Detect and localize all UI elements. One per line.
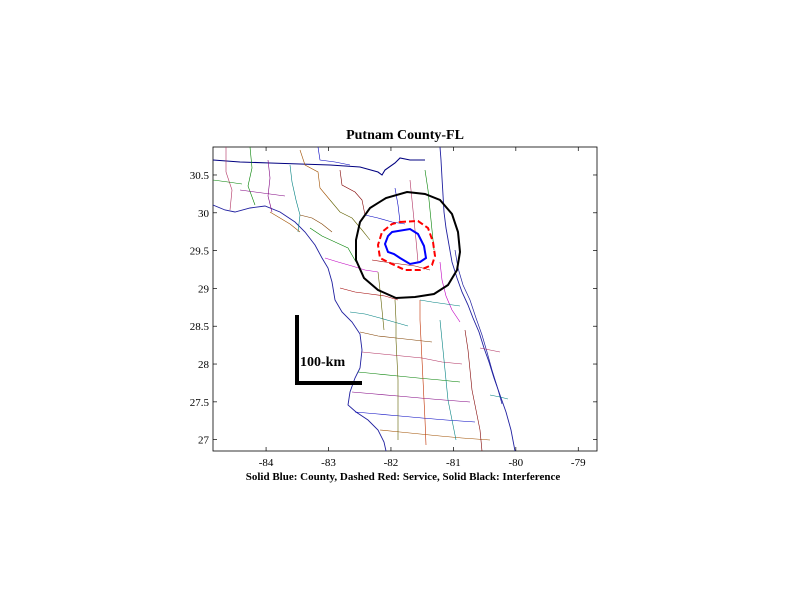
x-tick-label: -83 — [321, 457, 336, 469]
x-tick-label: -80 — [508, 457, 523, 469]
x-axis: -84 -83 -82 -81 -80 -79 — [259, 147, 586, 469]
lagoon-line — [454, 249, 503, 405]
y-axis: 30.5 30 29.5 29 28.5 28 27.5 27 — [190, 170, 597, 447]
y-tick-label: 27 — [198, 435, 210, 447]
y-tick-label: 30.5 — [190, 170, 210, 182]
y-tick-label: 29 — [198, 283, 210, 295]
plot-frame — [212, 146, 598, 452]
service-contour — [376, 219, 437, 271]
y-tick-label: 29.5 — [190, 246, 210, 258]
y-tick-label: 28.5 — [190, 321, 210, 333]
map-layers — [213, 147, 516, 451]
state-border — [213, 157, 425, 176]
scale-bar: 100-km — [295, 315, 362, 385]
county-lines — [213, 147, 509, 451]
x-tick-label: -81 — [446, 457, 461, 469]
x-tick-label: -84 — [259, 457, 274, 469]
y-tick-label: 27.5 — [190, 397, 210, 409]
legend-caption: Solid Blue: County, Dashed Red: Service,… — [246, 471, 561, 483]
interference-contour — [355, 190, 462, 300]
y-tick-label: 28 — [198, 359, 210, 371]
county-boundary — [383, 227, 428, 266]
scale-bar-label: 100-km — [300, 355, 345, 370]
x-tick-label: -79 — [571, 457, 586, 469]
y-tick-label: 30 — [198, 208, 210, 220]
map-title: Putnam County-FL — [346, 128, 464, 143]
florida-coastline — [213, 204, 387, 451]
x-tick-label: -82 — [384, 457, 399, 469]
